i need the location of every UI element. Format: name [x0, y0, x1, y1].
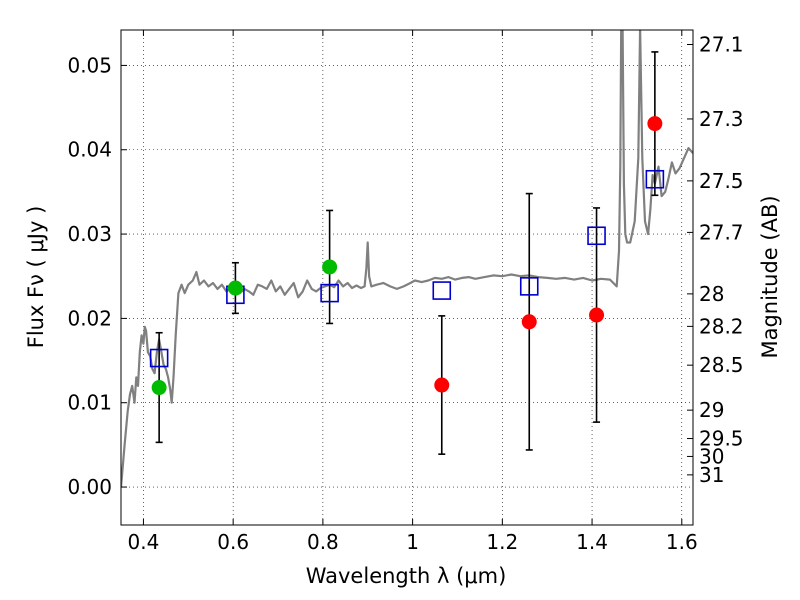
x-tick-label: 1 [406, 530, 419, 554]
observed-flux-point [227, 280, 243, 296]
x-tick-label: 1.4 [576, 530, 608, 554]
observed-flux-point [434, 377, 450, 393]
model-photometry-square [149, 348, 169, 368]
y2-tick-label: 28.2 [699, 314, 744, 338]
model-photometry-square [432, 281, 452, 300]
model-photometry-square [587, 226, 606, 246]
model-photometry-square [320, 283, 339, 303]
y2-tick-label: 27.7 [699, 220, 744, 244]
y-axis-label: Flux Fν ( μJy ) [24, 206, 48, 349]
model-photometry-square [645, 169, 665, 189]
y2-tick-label: 29.5 [699, 427, 744, 451]
plot-frame [120, 29, 694, 526]
x-tick-label: 0.8 [307, 530, 339, 554]
y-tick-label: 0.01 [67, 391, 112, 415]
x-tick-label: 0.4 [128, 530, 160, 554]
ticks: 0.4 0.6 0.8 1 1.2 1.4 1.6 0.00 0.01 0.02 0.03 0.04 0… [67, 30, 744, 554]
square-layer [149, 169, 665, 368]
y-tick-label: 0.02 [67, 306, 112, 330]
grid [121, 30, 693, 525]
y2-tick-label: 28.5 [699, 353, 744, 377]
y2-axis-label: Magnitude (AB) [758, 195, 782, 358]
y2-tick-label: 27.1 [699, 32, 744, 56]
y2-tick-label: 27.3 [699, 107, 744, 131]
y-tick-label: 0.04 [67, 138, 112, 162]
y-tick-label: 0.00 [67, 475, 112, 499]
observed-flux-point [589, 307, 605, 323]
model-photometry-square [519, 277, 539, 296]
x-tick-label: 1.6 [666, 530, 698, 554]
y2-tick-label: 31 [699, 463, 724, 487]
y-tick-label: 0.05 [67, 53, 112, 77]
observed-flux-point [322, 259, 338, 275]
x-axis-label: Wavelength λ (μm) [306, 564, 507, 588]
dot-layer [151, 116, 663, 396]
y2-tick-label: 28 [699, 282, 724, 306]
observed-flux-point [521, 314, 537, 330]
x-tick-label: 1.2 [486, 530, 518, 554]
y2-tick-label: 29 [699, 398, 724, 422]
x-tick-label: 0.6 [217, 530, 249, 554]
y2-tick-label: 27.5 [699, 169, 744, 193]
spectrum-layer [121, 30, 693, 488]
y2-tick-label: 30 [699, 444, 724, 468]
observed-flux-point [647, 116, 663, 132]
y-tick-label: 0.03 [67, 222, 112, 246]
observed-flux-point [151, 380, 167, 396]
spectrum-line [121, 30, 693, 488]
errorbar-layer [155, 51, 659, 455]
